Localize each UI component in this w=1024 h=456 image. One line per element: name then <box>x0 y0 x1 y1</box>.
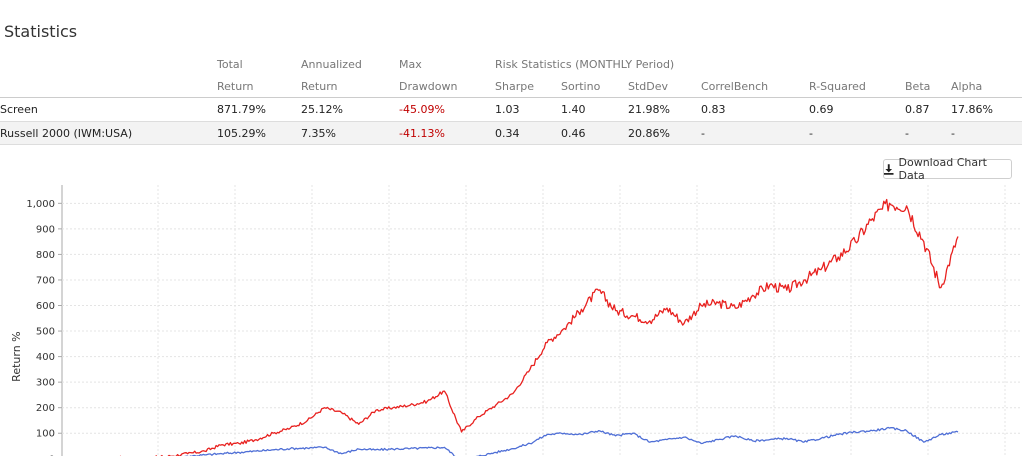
cell-beta: - <box>905 121 951 145</box>
cell-alpha: - <box>951 121 1023 145</box>
header-alpha: Alpha <box>951 75 1023 98</box>
cell-annualized-return: 7.35% <box>301 121 399 145</box>
y-tick-label: 200 <box>36 403 55 414</box>
chart-series <box>119 198 959 456</box>
cell-beta: 0.87 <box>905 97 951 122</box>
header-sortino: Sortino <box>561 75 628 98</box>
y-axis-ticks: 0 100 200 300 400 500 600 700 800 900 1,000 <box>26 199 62 456</box>
cell-alpha: 17.86% <box>951 97 1023 122</box>
cell-correlbench: 0.83 <box>701 97 809 122</box>
y-tick-label: 0 <box>49 454 55 456</box>
return-chart: 0 100 200 300 400 500 600 700 800 900 1,000 Return… <box>10 185 1020 456</box>
download-button-label: Download Chart Data <box>898 156 987 182</box>
table-row: Russell 2000 (IWM:USA) 105.29% 7.35% -41… <box>0 121 1023 145</box>
y-tick-label: 600 <box>36 301 55 312</box>
header-return-annualized: Return <box>301 75 399 98</box>
cell-sharpe: 0.34 <box>495 121 561 145</box>
cell-sortino: 0.46 <box>561 121 628 145</box>
row-name: Russell 2000 (IWM:USA) <box>0 121 217 145</box>
y-tick-label: 900 <box>36 224 55 235</box>
header-rsquared: R-Squared <box>809 75 905 98</box>
series-line-screen <box>119 198 959 456</box>
table-row: Screen 871.79% 25.12% -45.09% 1.03 1.40 … <box>0 97 1023 122</box>
cell-annualized-return: 25.12% <box>301 97 399 122</box>
header-drawdown: Drawdown <box>399 75 495 98</box>
download-chart-data-button[interactable]: Download Chart Data <box>883 156 1012 182</box>
cell-rsquared: - <box>809 121 905 145</box>
table-header-row-top: Total Annualized Max Risk Statistics (MO… <box>0 53 1022 75</box>
y-tick-label: 300 <box>36 378 55 389</box>
y-tick-label: 400 <box>36 352 55 363</box>
header-stddev: StdDev <box>628 75 701 98</box>
download-icon <box>884 163 894 175</box>
y-tick-label: 700 <box>36 275 55 286</box>
y-tick-label: 100 <box>36 429 55 440</box>
header-correlbench: CorrelBench <box>701 75 809 98</box>
y-tick-label: 1,000 <box>26 199 55 210</box>
cell-stddev: 20.86% <box>628 121 701 145</box>
cell-max-drawdown: -41.13% <box>399 121 495 145</box>
table-header-row-bottom: Return Return Drawdown Sharpe Sortino St… <box>0 75 1023 98</box>
cell-sharpe: 1.03 <box>495 97 561 122</box>
chart-grid <box>61 185 1020 456</box>
cell-max-drawdown: -45.09% <box>399 97 495 122</box>
header-max: Max <box>399 57 422 71</box>
row-name: Screen <box>0 97 217 122</box>
y-tick-label: 500 <box>36 327 55 338</box>
cell-sortino: 1.40 <box>561 97 628 122</box>
page-title: Statistics <box>4 22 78 41</box>
cell-correlbench: - <box>701 121 809 145</box>
header-total: Total <box>217 57 243 71</box>
y-tick-label: 800 <box>36 250 55 261</box>
statistics-table: Total Annualized Max Risk Statistics (MO… <box>0 53 1023 145</box>
header-return: Return <box>217 75 301 98</box>
header-sharpe: Sharpe <box>495 75 561 98</box>
header-annualized: Annualized <box>301 57 362 71</box>
cell-stddev: 21.98% <box>628 97 701 122</box>
y-axis-label: Return % <box>10 331 23 381</box>
cell-total-return: 871.79% <box>217 97 301 122</box>
cell-total-return: 105.29% <box>217 121 301 145</box>
header-risk-statistics: Risk Statistics (MONTHLY Period) <box>495 57 675 71</box>
series-line-russell-2000 <box>181 426 959 456</box>
cell-rsquared: 0.69 <box>809 97 905 122</box>
header-beta: Beta <box>905 75 951 98</box>
